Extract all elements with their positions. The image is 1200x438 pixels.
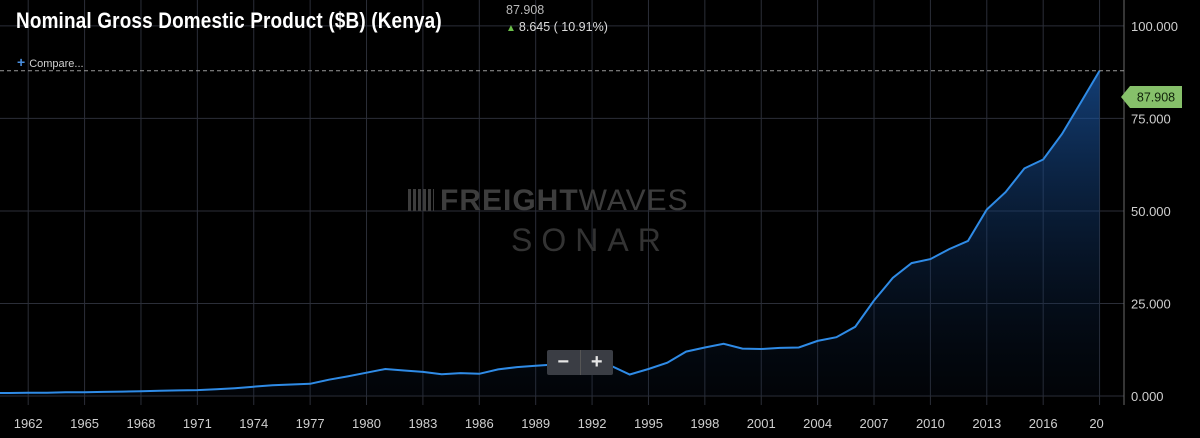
y-axis: 0.000 25.000 50.000 75.000 100.000 xyxy=(1131,19,1178,404)
series-line[interactable] xyxy=(0,70,1101,394)
y-tick-label: 0.000 xyxy=(1131,389,1164,404)
x-tick-label: 2016 xyxy=(1029,416,1058,431)
x-tick-label: 1983 xyxy=(408,416,437,431)
x-tick-label: 2001 xyxy=(747,416,776,431)
freightwaves-logo-icon xyxy=(408,189,434,211)
x-tick-label: 1974 xyxy=(239,416,268,431)
y-tick-label: 50.000 xyxy=(1131,204,1171,219)
change-value: ▲ 8.645 ( 10.91%) xyxy=(506,19,608,37)
change-text: 8.645 ( 10.91%) xyxy=(518,20,608,34)
last-value-label: 87.908 xyxy=(1137,91,1175,105)
last-value-tag: 87.908 xyxy=(1121,86,1182,108)
series-area xyxy=(0,70,1100,396)
x-tick-label: 1962 xyxy=(14,416,43,431)
zoom-in-button[interactable]: + xyxy=(590,351,603,373)
x-tick-label: 1986 xyxy=(465,416,494,431)
watermark-bold: FREIGHT xyxy=(440,184,579,217)
compare-button[interactable]: + Compare... xyxy=(17,54,84,70)
value-readout: 87.908 ▲ 8.645 ( 10.91%) xyxy=(506,2,608,37)
x-tick-label: 1995 xyxy=(634,416,663,431)
x-tick-label: 2007 xyxy=(860,416,889,431)
y-tick-label: 100.000 xyxy=(1131,19,1178,34)
zoom-controls: − + xyxy=(547,350,613,375)
x-tick-label: 2010 xyxy=(916,416,945,431)
plus-icon: + xyxy=(17,54,26,70)
last-value-tag-shape xyxy=(1121,86,1182,108)
y-tick-label: 25.000 xyxy=(1131,296,1171,311)
watermark-light: WAVES xyxy=(578,184,689,217)
x-tick-label: 1977 xyxy=(296,416,325,431)
watermark-sonar: SONAR xyxy=(511,222,670,258)
x-tick-label: 1971 xyxy=(183,416,212,431)
x-tick-label: 1989 xyxy=(521,416,550,431)
watermark-logo: FREIGHTWAVES xyxy=(408,184,689,218)
x-tick-label: 1998 xyxy=(690,416,719,431)
chart-header: Nominal Gross Domestic Product ($B) (Ken… xyxy=(16,8,511,34)
x-axis: 1962 1965 1968 1971 1974 1977 1980 1983 1986 1989… xyxy=(14,416,1104,431)
x-tick-label: 1965 xyxy=(70,416,99,431)
x-tick-label: 20 xyxy=(1089,416,1103,431)
x-tick-label: 2013 xyxy=(972,416,1001,431)
x-tick-label: 1992 xyxy=(578,416,607,431)
current-value: 87.908 xyxy=(506,3,545,17)
chart-title: Nominal Gross Domestic Product ($B) (Ken… xyxy=(16,8,442,33)
x-tick-label: 1968 xyxy=(127,416,156,431)
zoom-divider xyxy=(579,350,581,375)
up-arrow-icon: ▲ xyxy=(506,23,516,34)
x-tick-label: 1980 xyxy=(352,416,381,431)
compare-label: Compare... xyxy=(29,58,84,70)
y-tick-label: 75.000 xyxy=(1131,111,1171,126)
x-tick-label: 2004 xyxy=(803,416,832,431)
zoom-out-button[interactable]: − xyxy=(557,351,570,373)
